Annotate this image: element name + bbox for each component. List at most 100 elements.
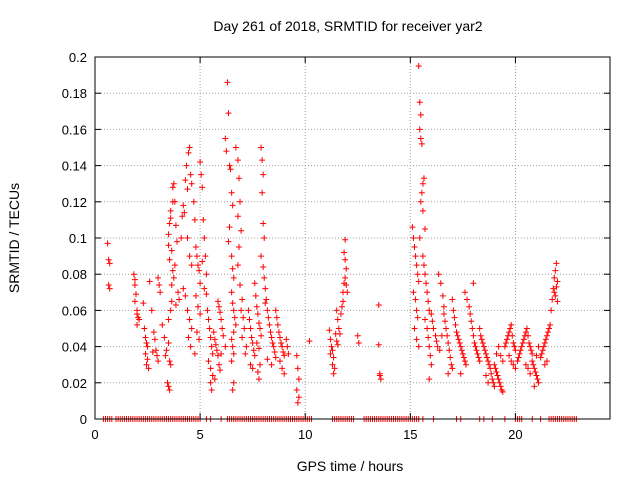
data-point [161,334,168,341]
data-point [237,282,244,289]
x-tick-label: 15 [403,427,417,442]
data-point [375,301,382,308]
data-point [415,63,422,70]
data-point [258,253,265,260]
data-point [409,224,416,231]
data-point [491,361,498,368]
data-point [342,274,349,281]
data-point [479,339,486,346]
data-point [264,307,271,314]
data-point [472,343,479,350]
data-point [281,352,288,359]
data-point [501,343,508,350]
data-point [175,289,182,296]
data-point [512,365,519,372]
data-point [130,271,137,278]
data-point [490,379,497,386]
data-point [246,316,253,323]
data-point [223,148,230,155]
data-point [410,289,417,296]
data-point [276,334,283,341]
data-point [213,347,220,354]
data-point [278,339,285,346]
data-point [234,262,241,269]
data-point [179,213,186,220]
data-point [180,202,187,209]
data-point [180,285,187,292]
data-point [473,347,480,354]
data-point [186,316,193,323]
data-point [279,343,286,350]
data-point [222,343,229,350]
data-point [254,311,261,318]
data-point [543,332,550,339]
data-point [253,303,260,310]
data-point [413,307,420,314]
data-point [293,387,300,394]
data-point [184,186,191,193]
data-point [172,301,179,308]
data-point [188,325,195,332]
data-point [201,285,208,292]
data-point [207,334,214,341]
data-point [284,343,291,350]
data-point [416,235,423,241]
data-point [199,258,206,265]
data-point [543,358,550,365]
data-point [455,336,462,343]
data-point [281,370,288,377]
data-point [230,307,237,314]
data-point [502,339,509,346]
data-point [268,361,275,368]
data-point [429,318,436,325]
data-point [466,303,473,310]
data-point [218,350,225,357]
data-point [148,307,155,314]
data-point [482,372,489,379]
data-point [134,311,141,318]
data-point [354,332,361,339]
x-tick-label: 10 [298,427,312,442]
data-point [527,343,534,350]
data-point [470,332,477,339]
data-point [239,296,246,303]
data-point [199,184,206,191]
data-point [146,278,153,285]
data-point [537,354,544,361]
data-point [165,242,172,249]
data-point [206,325,213,332]
data-point [487,365,494,372]
data-point [268,334,275,341]
data-point [436,347,443,354]
data-point [197,280,204,287]
data-point [231,314,238,321]
data-point [248,334,255,341]
data-point [444,332,451,339]
x-tick-label: 5 [196,427,203,442]
data-point [535,343,542,350]
data-point [172,222,179,229]
data-point [451,314,458,321]
y-tick-label: 0 [80,412,87,427]
data-point [232,144,239,151]
data-point [474,350,481,357]
data-point [425,298,432,305]
data-point [535,379,542,386]
data-point [195,303,201,310]
data-point [411,325,418,332]
data-point [448,361,455,368]
data-point [228,289,235,296]
data-point [230,274,237,281]
data-point [254,368,261,375]
data-point [467,311,474,318]
data-point [476,325,483,332]
data-point [197,158,204,165]
y-tick-label: 0.14 [62,159,87,174]
data-point [449,296,456,303]
data-point [188,262,195,269]
data-point [522,329,529,336]
data-point [425,334,432,341]
data-point [514,358,521,365]
data-point [477,332,484,339]
data-point [228,189,235,196]
